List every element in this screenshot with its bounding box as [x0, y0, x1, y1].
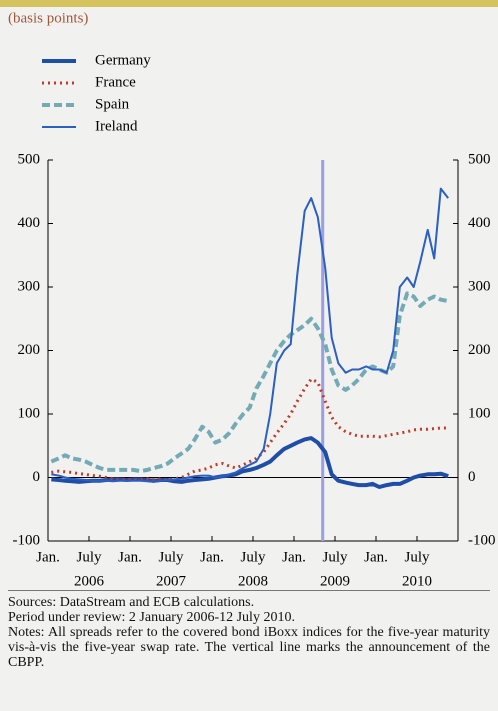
chart: (basis points) Germany France Spain Ireland…	[8, 10, 496, 588]
sources: Sources: DataStream and ECB calculations…	[8, 595, 255, 610]
y2-tick-label: -100	[468, 532, 496, 548]
x-tick-label: Jan.	[364, 549, 388, 565]
y-tick-label: 0	[33, 469, 41, 485]
y-tick-label: 300	[18, 278, 41, 294]
y-tick-label: 400	[18, 215, 41, 231]
y2-tick-label: 400	[468, 215, 491, 231]
year-label: 2008	[238, 573, 268, 588]
x-tick-label: Jan.	[36, 549, 60, 565]
year-label: 2006	[74, 573, 105, 588]
legend-label: France	[95, 74, 136, 90]
top-band	[0, 0, 498, 7]
subtitle: (basis points)	[8, 10, 88, 26]
x-tick-label: July	[158, 549, 184, 565]
x-tick-label: July	[76, 549, 102, 565]
x-tick-label: July	[322, 549, 348, 565]
series-line	[51, 377, 449, 482]
y-tick-label: 200	[18, 342, 41, 358]
x-tick-label: July	[404, 549, 430, 565]
y-tick-label: 500	[18, 151, 41, 167]
footer: Sources: DataStream and ECB calculations…	[8, 590, 490, 670]
notes: Notes: All spreads refer to the covered …	[8, 625, 490, 670]
y2-tick-label: 500	[468, 151, 491, 167]
series-line	[50, 291, 449, 474]
legend-label: Spain	[95, 96, 130, 112]
x-tick-label: Jan.	[118, 549, 142, 565]
y2-tick-label: 0	[468, 469, 476, 485]
y2-tick-label: 300	[468, 278, 491, 294]
x-tick-label: Jan.	[282, 549, 306, 565]
y-tick-label: 100	[18, 405, 41, 421]
y2-tick-label: 100	[468, 405, 491, 421]
period: Period under review: 2 January 2006-12 J…	[8, 610, 295, 625]
series-line	[51, 187, 449, 483]
legend-label: Ireland	[95, 118, 138, 134]
year-label: 2009	[320, 573, 350, 588]
legend-label: Germany	[95, 52, 151, 68]
y2-tick-label: 200	[468, 342, 491, 358]
year-label: 2010	[402, 573, 432, 588]
x-tick-label: July	[240, 549, 266, 565]
y-tick-label: -100	[13, 532, 41, 548]
year-label: 2007	[156, 573, 187, 588]
x-tick-label: Jan.	[200, 549, 224, 565]
